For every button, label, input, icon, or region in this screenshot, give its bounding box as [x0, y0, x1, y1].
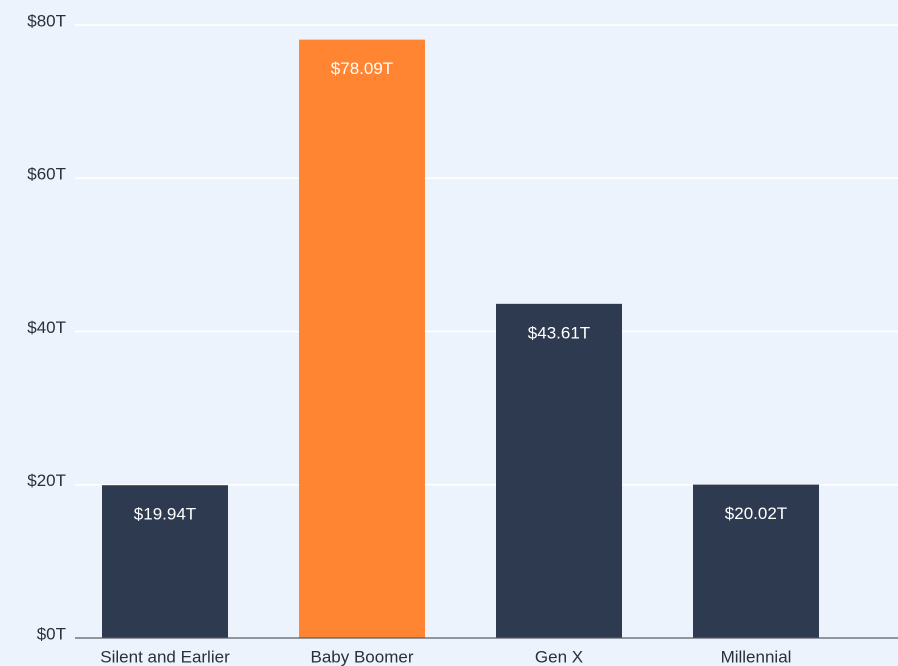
value-label: $20.02T — [725, 504, 787, 523]
y-tick-label: $80T — [27, 11, 66, 30]
value-label: $43.61T — [528, 323, 590, 342]
value-label: $78.09T — [331, 59, 393, 78]
x-tick-label: Baby Boomer — [311, 647, 414, 666]
y-tick-label: $40T — [27, 318, 66, 337]
bar — [299, 39, 425, 638]
y-tick-label: $0T — [37, 624, 66, 643]
value-label: $19.94T — [134, 505, 196, 524]
bar — [102, 485, 228, 638]
y-tick-label: $20T — [27, 471, 66, 490]
bar — [496, 303, 622, 638]
bar — [693, 484, 819, 638]
x-tick-label: Millennial — [721, 647, 792, 666]
y-tick-label: $60T — [27, 165, 66, 184]
x-tick-label: Silent and Earlier — [100, 647, 230, 666]
x-tick-label: Gen X — [535, 647, 583, 666]
